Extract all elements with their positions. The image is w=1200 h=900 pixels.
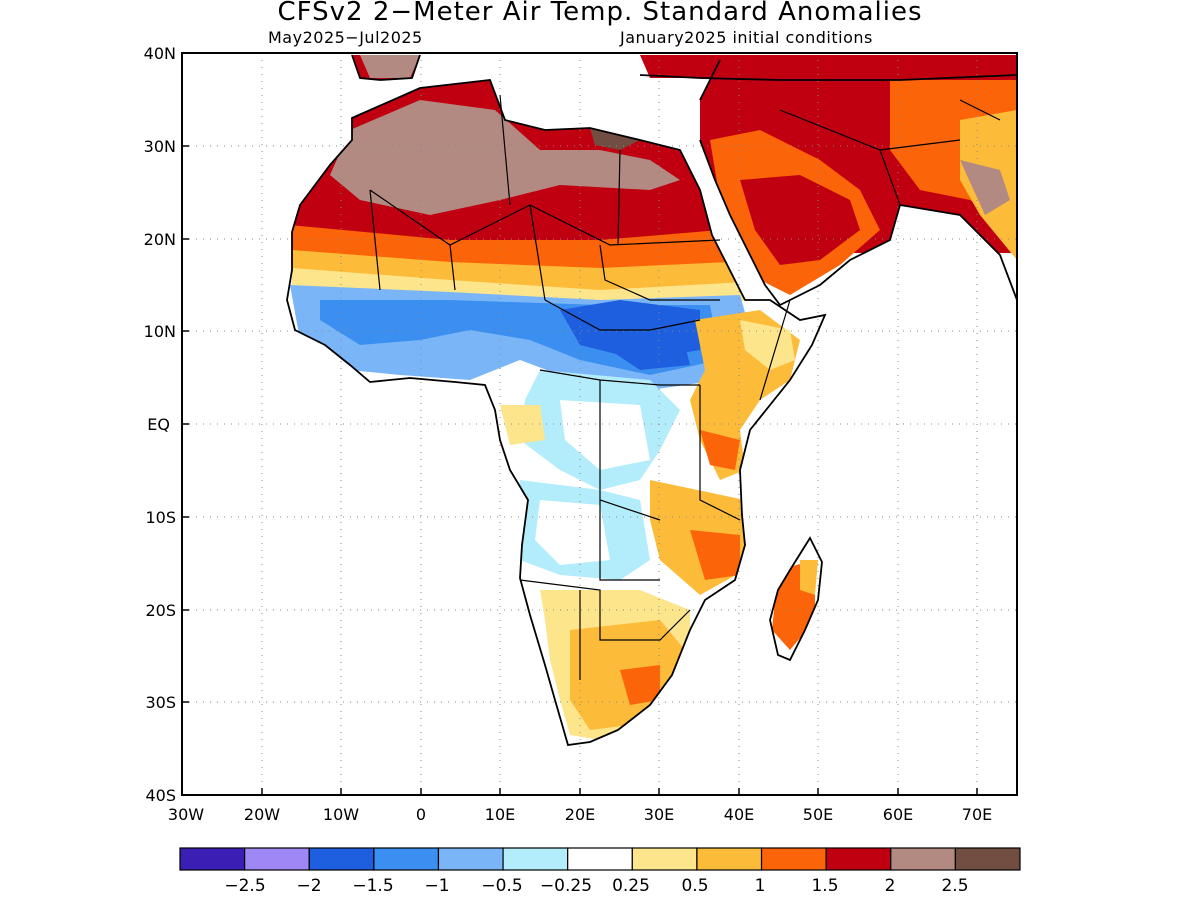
colorbar-label: 2.5 [941, 876, 968, 896]
colorbar-label: 1 [755, 876, 766, 896]
graticule [182, 53, 1017, 795]
colorbar-swatch [567, 847, 633, 871]
y-tick-label: 30N [144, 137, 176, 156]
colorbar-swatch [437, 847, 504, 871]
y-tick-label: 40N [144, 44, 176, 63]
colorbar-label: 1.5 [811, 876, 838, 896]
colorbar-swatch [244, 847, 310, 871]
colorbar-label: 0.25 [612, 876, 650, 896]
y-tick-label: 40S [145, 786, 176, 805]
initial-conditions: January2025 initial conditions [620, 28, 873, 47]
y-tick-labels: 40N 30N 20N 10N EQ 10S 20S 30S 40S [144, 44, 176, 805]
y-tick-label: EQ [147, 415, 170, 434]
colorbar-swatch [308, 847, 375, 871]
colorbar-label: 0.5 [681, 876, 708, 896]
x-tick-label: 70E [962, 805, 992, 824]
colorbar [179, 847, 1021, 871]
colorbar-label: −1.5 [352, 876, 393, 896]
chart-title: CFSv2 2−Meter Air Temp. Standard Anomali… [277, 0, 923, 27]
y-tick-label: 20N [144, 230, 176, 249]
x-tick-label: 10W [323, 805, 359, 824]
colorbar-swatch [954, 847, 1021, 871]
x-tick-label: 30W [168, 805, 204, 824]
colorbar-swatch [760, 847, 827, 871]
colorbar-labels: −2.5 −2 −1.5 −1 −0.5 −0.25 0.25 0.5 1 1.… [224, 876, 968, 896]
coastlines [286, 54, 1017, 746]
colorbar-label: −2.5 [224, 876, 265, 896]
x-tick-label: 60E [883, 805, 913, 824]
country-borders [369, 94, 1001, 680]
tick-marks [182, 145, 978, 795]
colorbar-swatch [502, 847, 569, 871]
x-tick-label: 20W [244, 805, 280, 824]
x-tick-label: 30E [644, 805, 674, 824]
x-tick-label: 40E [724, 805, 754, 824]
colorbar-label: 2 [885, 876, 896, 896]
colorbar-swatch [890, 847, 956, 871]
colorbar-label: −2 [296, 876, 321, 896]
y-tick-label: 30S [145, 693, 176, 712]
colorbar-swatch [631, 847, 698, 871]
x-tick-label: 50E [803, 805, 833, 824]
y-tick-label: 20S [145, 601, 176, 620]
colorbar-label: −0.25 [540, 876, 592, 896]
forecast-period: May2025−Jul2025 [268, 28, 423, 47]
x-tick-label: 10E [485, 805, 515, 824]
x-tick-labels: 30W 20W 10W 0 10E 20E 30E 40E 50E 60E 70… [168, 805, 992, 824]
colorbar-label: −1 [424, 876, 449, 896]
x-tick-label: 0 [416, 805, 426, 824]
colorbar-label: −0.5 [481, 876, 522, 896]
y-tick-label: 10N [144, 322, 176, 341]
colorbar-swatch [179, 847, 246, 871]
x-tick-label: 20E [565, 805, 595, 824]
anomaly-shading [287, 55, 1017, 745]
colorbar-swatch [696, 847, 763, 871]
y-tick-label: 10S [145, 508, 176, 527]
colorbar-swatch [825, 847, 892, 871]
colorbar-swatch [373, 847, 440, 871]
